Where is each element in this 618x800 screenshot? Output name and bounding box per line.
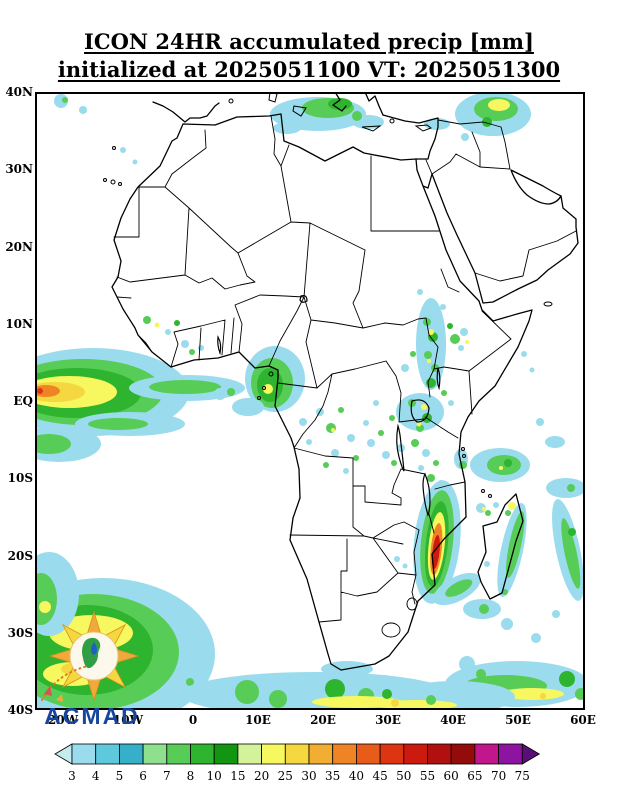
logo-arc (41, 665, 89, 701)
colorbar-label: 30 (301, 769, 316, 783)
logo-text: ACMAD (44, 703, 140, 729)
colorbar-patch (190, 743, 215, 765)
colorbar-svg: 3 4 5 6 7 8 10 15 20 25 30 35 40 45 50 55 60 65 70 75 (54, 743, 541, 783)
colorbar-patch (142, 743, 168, 765)
colorbar-label: 15 (230, 769, 245, 783)
colorbar-label: 7 (163, 769, 171, 783)
colorbar-patch (498, 743, 523, 765)
colorbar-patch (237, 743, 262, 765)
colorbar-patch (261, 743, 286, 765)
colorbar-label: 55 (420, 769, 435, 783)
colorbar-label: 8 (187, 769, 195, 783)
colorbar-label: 40 (349, 769, 364, 783)
lon-tick: 60E (570, 713, 596, 727)
colorbar-patch (95, 743, 120, 765)
colorbar-label: 65 (467, 769, 482, 783)
lat-tick: 20N (5, 239, 33, 254)
chart-title: ICON 24HR accumulated precip [mm] initia… (0, 28, 618, 84)
lakes-layer (217, 294, 441, 517)
colorbar-label: 60 (444, 769, 459, 783)
logo-triangle-accent (44, 686, 52, 696)
lon-tick: 10E (245, 713, 271, 727)
lon-tick: 20E (310, 713, 336, 727)
precip-shading-layer (35, 92, 585, 710)
acmad-logo-graphic (41, 610, 140, 702)
title-line-1: ICON 24HR accumulated precip [mm] (84, 29, 534, 54)
lat-tick: 30S (7, 625, 33, 640)
colorbar-patch (284, 743, 310, 765)
lat-tick: 10S (7, 471, 33, 486)
africa-precip-map (35, 92, 585, 710)
logo-water-drop-icon (91, 642, 97, 655)
lat-tick: 40N (5, 85, 33, 99)
colorbar-patch (213, 743, 239, 765)
colorbar-label: 25 (278, 769, 293, 783)
colorbar-label: 5 (116, 769, 124, 783)
lon-tick: 10W (112, 713, 144, 727)
lat-tick: 40S (7, 703, 33, 717)
title-line-2: initialized at 2025051100 VT: 2025051300 (57, 57, 561, 82)
lon-tick: 0 (188, 713, 198, 727)
logo-triangle-accent (56, 694, 63, 702)
colorbar-patch (54, 743, 73, 765)
colorbar-patch (379, 743, 405, 765)
lat-tick: 20S (7, 548, 33, 563)
colorbar-patch (308, 743, 334, 765)
colorbar-label: 35 (325, 769, 340, 783)
coastline-layer (103, 92, 579, 671)
lat-tick: 30N (5, 162, 33, 177)
colorbar-label: 4 (92, 769, 100, 783)
colorbar-patch (166, 743, 191, 765)
colorbar-label: 45 (372, 769, 387, 783)
lon-tick: 50E (505, 713, 531, 727)
lat-tick: 10N (5, 316, 33, 331)
colorbar-patch (71, 743, 97, 765)
lon-tick: 40E (440, 713, 466, 727)
lat-tick: EQ (13, 394, 33, 408)
colorbar-patch (355, 743, 381, 765)
colorbar-patch (332, 743, 357, 765)
colorbar: 3 4 5 6 7 8 10 15 20 25 30 35 40 45 50 55 60 65 70 75 (54, 742, 544, 788)
colorbar-label: 70 (491, 769, 506, 783)
colorbar-patch (474, 743, 499, 765)
colorbar-label: 3 (68, 769, 76, 783)
colorbar-patch (403, 743, 428, 765)
colorbar-label: 6 (139, 769, 147, 783)
colorbar-patch (521, 743, 541, 765)
country-borders-layer (113, 115, 577, 638)
colorbar-label: 50 (396, 769, 411, 783)
colorbar-label: 10 (207, 769, 222, 783)
colorbar-label: 20 (254, 769, 269, 783)
map-frame (35, 92, 585, 710)
lon-tick: 20W (47, 713, 79, 727)
acmad-logo: ACMAD (36, 608, 148, 728)
lon-tick: 30E (375, 713, 401, 727)
colorbar-patch (450, 743, 476, 765)
colorbar-patch (427, 743, 452, 765)
colorbar-label: 75 (515, 769, 530, 783)
colorbar-patch (119, 743, 144, 765)
